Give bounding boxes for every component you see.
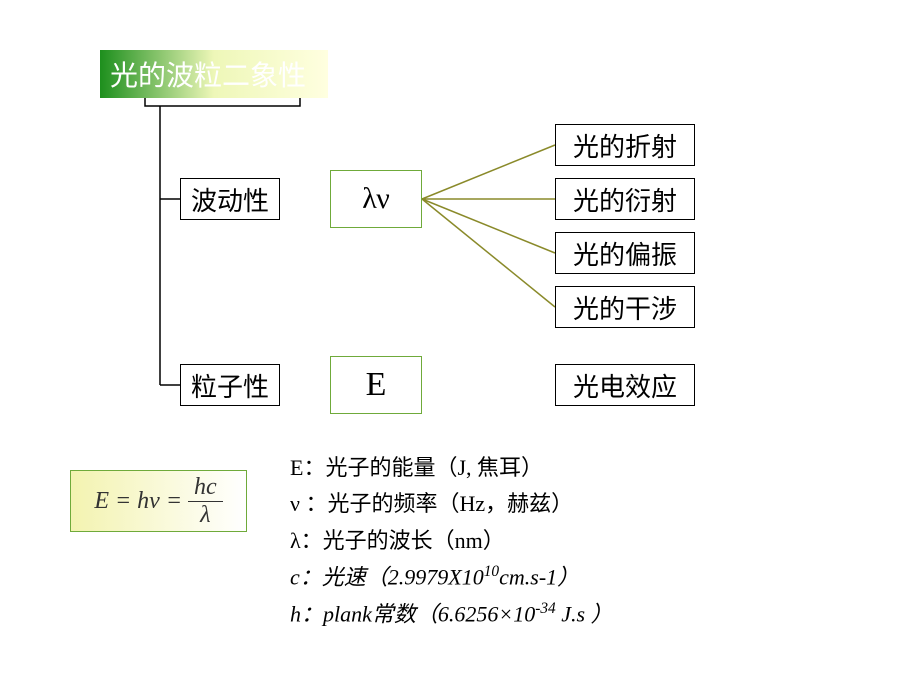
diffraction-node: 光的衍射 [555, 178, 695, 220]
refraction-label: 光的折射 [573, 127, 677, 164]
refraction-node: 光的折射 [555, 124, 695, 166]
title-box: 光的波粒二象性 [100, 50, 328, 98]
lambda-nu-label: λν [362, 182, 390, 216]
def-wavelength: λ：光子的波长（nm） [290, 523, 613, 559]
formula-numerator: hc [188, 474, 223, 501]
diffraction-label: 光的衍射 [573, 181, 677, 218]
polarization-node: 光的偏振 [555, 232, 695, 274]
lambda-nu-box: λν [330, 170, 422, 228]
energy-label: E [366, 366, 387, 404]
formula-denominator: λ [194, 502, 216, 528]
polarization-label: 光的偏振 [573, 235, 677, 272]
particle-label: 粒子性 [191, 367, 269, 404]
def-planck: h：plank常数（6.6256×10-34 J.s ） [290, 596, 613, 633]
formula-lhs: E = hν = [94, 488, 182, 515]
definitions-block: E：光子的能量（J, 焦耳） ν ：光子的频率（Hz，赫兹） λ：光子的波长（n… [290, 450, 613, 632]
photoelectric-label: 光电效应 [573, 367, 677, 404]
interference-label: 光的干涉 [573, 289, 677, 326]
wave-node: 波动性 [180, 178, 280, 220]
photoelectric-node: 光电效应 [555, 364, 695, 406]
def-frequency: ν ：光子的频率（Hz，赫兹） [290, 486, 613, 522]
particle-node: 粒子性 [180, 364, 280, 406]
energy-box: E [330, 356, 422, 414]
wave-label: 波动性 [191, 181, 269, 218]
formula-fraction: hc λ [188, 474, 223, 528]
def-energy: E：光子的能量（J, 焦耳） [290, 450, 613, 486]
def-lightspeed: c：光速（2.9979X1010cm.s-1） [290, 559, 613, 596]
title-text: 光的波粒二象性 [110, 54, 306, 94]
formula-box: E = hν = hc λ [70, 470, 247, 532]
interference-node: 光的干涉 [555, 286, 695, 328]
